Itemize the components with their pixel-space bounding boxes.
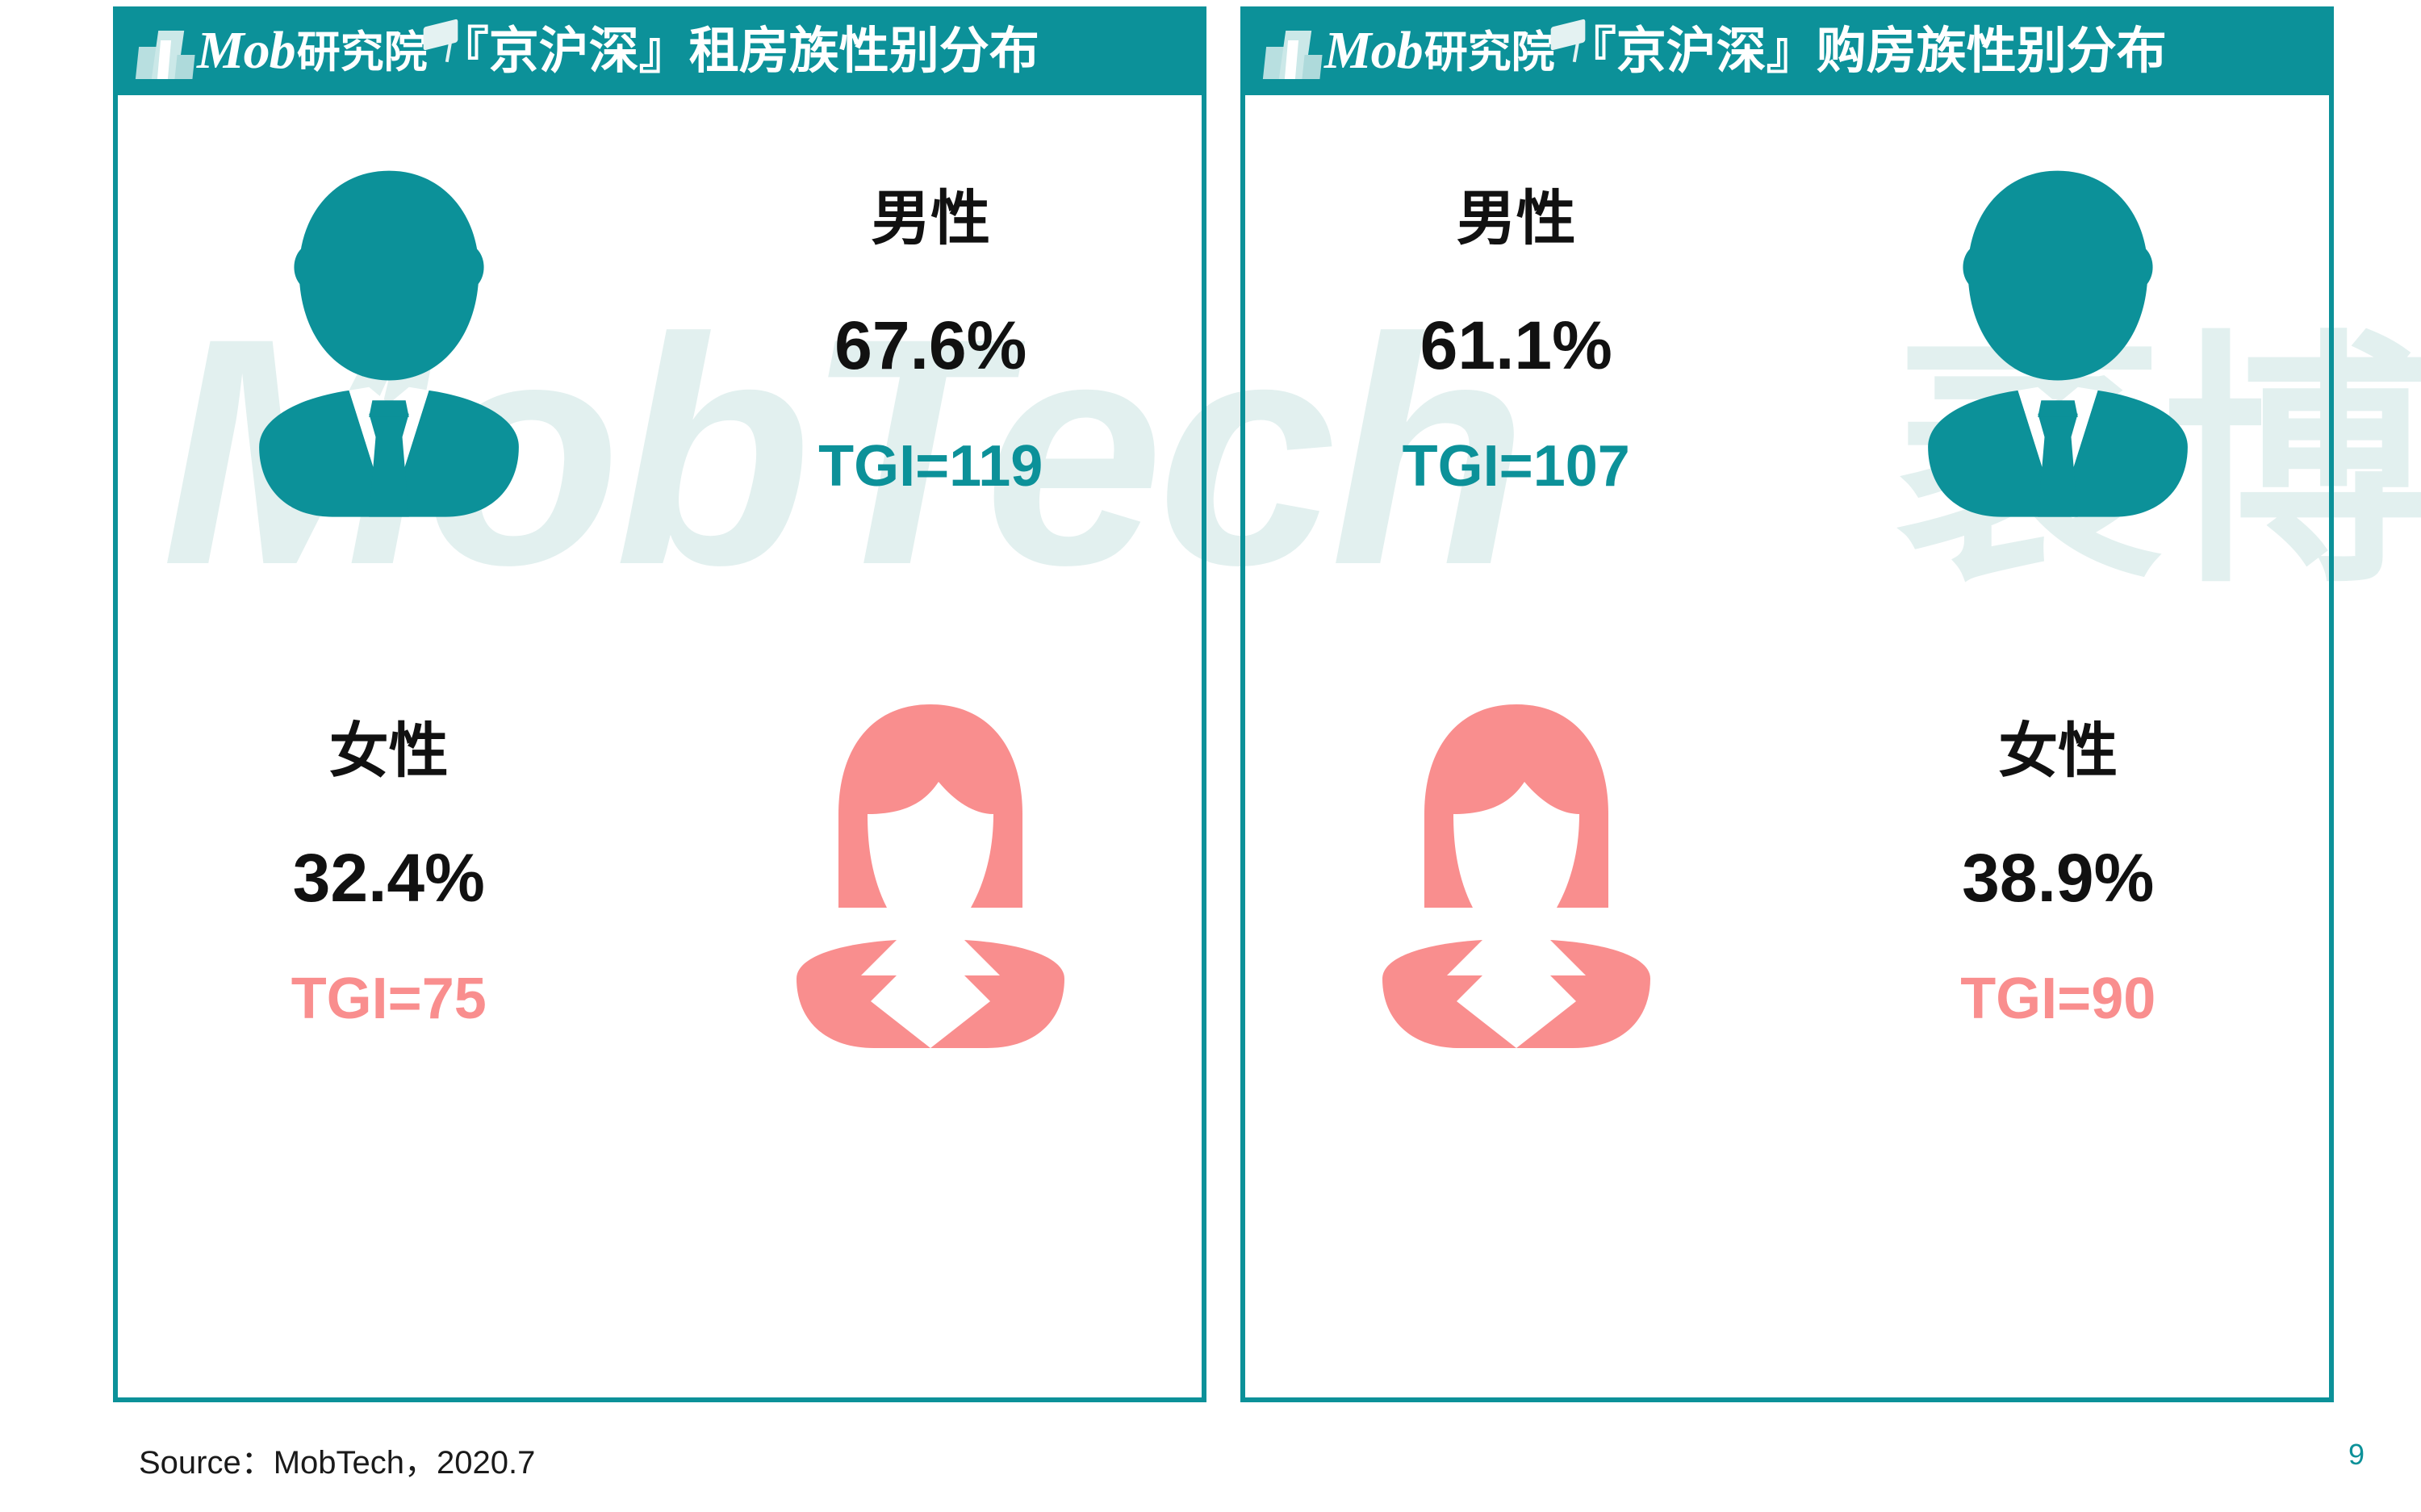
percent-value-male: 67.6% bbox=[834, 307, 1027, 383]
percent-value-female: 32.4% bbox=[292, 840, 485, 916]
row-purchase-male: 男性 61.1% TGI=107 bbox=[1245, 116, 2329, 568]
tgi-value-female: TGI=75 bbox=[291, 967, 487, 1031]
card-purchase-gender: Mob 研究院 『京沪深』购房族性别分布 bbox=[1240, 6, 2334, 1402]
row-rental-male: 男性 67.6% TGI=119 bbox=[118, 116, 1202, 568]
text-cell-female: 女性 32.4% TGI=75 bbox=[118, 721, 660, 1028]
figure-cell-female bbox=[660, 697, 1202, 1052]
figure-cell-male bbox=[1788, 165, 2330, 520]
male-avatar-icon bbox=[258, 170, 519, 517]
tgi-value-male: TGI=119 bbox=[818, 434, 1043, 499]
gender-label-male: 男性 bbox=[871, 184, 991, 253]
row-rental-female: 女性 32.4% TGI=75 bbox=[118, 649, 1202, 1101]
card-body-purchase: 男性 61.1% TGI=107 bbox=[1245, 100, 2329, 1397]
text-cell-male: 男性 67.6% TGI=119 bbox=[660, 189, 1202, 495]
mob-building-logo-icon bbox=[134, 23, 195, 79]
gender-label-male: 男性 bbox=[1456, 184, 1576, 253]
percent-value-male: 61.1% bbox=[1420, 307, 1612, 383]
figure-cell-male bbox=[118, 165, 660, 520]
brand-latin-label: Mob bbox=[1324, 21, 1424, 80]
card-rental-gender: Mob 研究院 『京沪深』租房族性别分布 bbox=[113, 6, 1206, 1402]
row-purchase-female: 女性 38.9% TGI=90 bbox=[1245, 649, 2329, 1101]
brand-chinese-label: 研究院 bbox=[296, 27, 428, 77]
tgi-value-male: TGI=107 bbox=[1402, 434, 1630, 499]
card-body-rental: 男性 67.6% TGI=119 bbox=[118, 100, 1202, 1397]
card-header-rental: Mob 研究院 『京沪深』租房族性别分布 bbox=[113, 6, 1206, 95]
female-avatar-icon bbox=[797, 704, 1065, 1048]
percent-value-female: 38.9% bbox=[1962, 840, 2155, 916]
tgi-value-female: TGI=90 bbox=[1960, 967, 2156, 1031]
figure-cell-female bbox=[1245, 697, 1788, 1052]
page-number: 9 bbox=[2348, 1438, 2365, 1471]
text-cell-male: 男性 61.1% TGI=107 bbox=[1245, 189, 1788, 495]
female-avatar-icon bbox=[1382, 704, 1650, 1048]
gender-label-female: 女性 bbox=[328, 716, 449, 786]
mob-building-logo-icon bbox=[1261, 23, 1323, 79]
text-cell-female: 女性 38.9% TGI=90 bbox=[1788, 721, 2330, 1028]
card-title-purchase: 『京沪深』购房族性别分布 bbox=[1566, 21, 2167, 80]
card-header-purchase: Mob 研究院 『京沪深』购房族性别分布 bbox=[1240, 6, 2334, 95]
source-note: Source：MobTech，2020.7 bbox=[139, 1445, 536, 1481]
brand-latin-label: Mob bbox=[197, 21, 296, 80]
gender-label-female: 女性 bbox=[1998, 716, 2118, 786]
card-title-rental: 『京沪深』租房族性别分布 bbox=[438, 21, 1039, 80]
brand-chinese-label: 研究院 bbox=[1424, 27, 1555, 77]
male-avatar-icon bbox=[1928, 170, 2189, 517]
